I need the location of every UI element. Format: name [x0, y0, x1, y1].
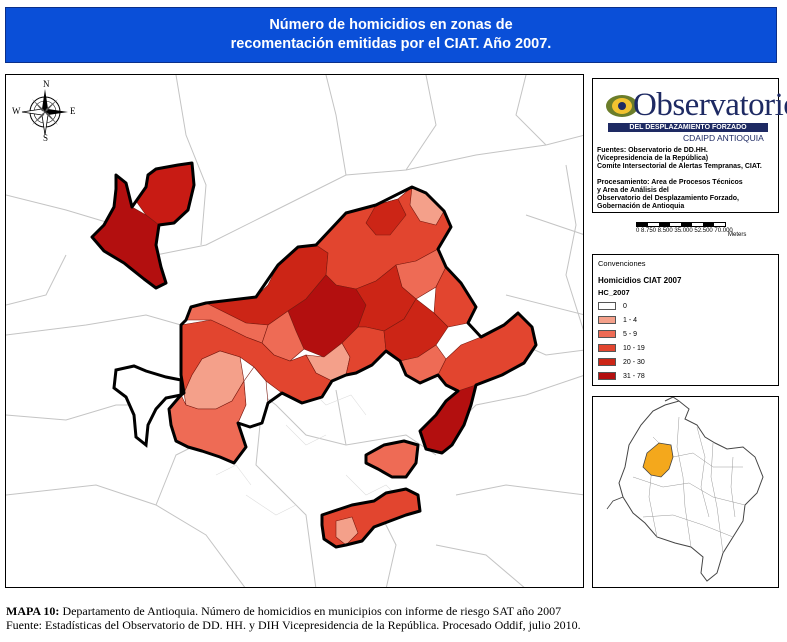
legend-label: 31 - 78 [623, 372, 645, 380]
source-panel: Observatorio DEL DESPLAZAMIENTO FORZADO … [592, 78, 787, 213]
inset-map-svg [606, 397, 764, 582]
compass-icon [21, 89, 68, 136]
colombia-inset-map [592, 396, 779, 588]
legend-item: 10 - 19 [598, 343, 645, 353]
source-line-6: Observatorio del Desplazamiento Forzado, [597, 195, 739, 202]
legend-item: 1 - 4 [598, 315, 637, 325]
legend-swatch [598, 302, 616, 310]
observatorio-logo: Observatorio [633, 87, 787, 123]
source-line-7: Gobernación de Antioquia [597, 203, 685, 210]
legend-swatch [598, 330, 616, 338]
compass-rose: N S E W [12, 79, 76, 143]
legend-item: 5 - 9 [598, 329, 637, 339]
map-caption: MAPA 10: Departamento de Antioquia. Núme… [6, 604, 581, 632]
source-line-5: y Area de Análisis del [597, 187, 669, 194]
legend-swatch [598, 344, 616, 352]
source-line-2: (Vicepresidencia de la República) [597, 155, 709, 162]
scale-unit: Meters [728, 232, 747, 238]
logo-sub: CDAIPD ANTIOQUIA [683, 133, 764, 143]
caption-line-1: Departamento de Antioquia. Número de hom… [59, 604, 562, 618]
legend-title: Homicidios CIAT 2007 [598, 276, 682, 285]
legend-swatch [598, 372, 616, 380]
legend-heading: Convenciones [598, 259, 646, 268]
legend-label: 0 [623, 302, 627, 310]
legend-item: 20 - 30 [598, 357, 645, 367]
caption-label: MAPA 10: [6, 604, 60, 618]
compass-n: N [43, 79, 50, 89]
scale-bar [636, 222, 726, 227]
risk-zone-outlines [90, 161, 538, 549]
caption-line-2: Fuente: Estadísticas del Observatorio de… [6, 618, 581, 632]
municipality-map[interactable] [6, 75, 584, 588]
legend-label: 1 - 4 [623, 316, 638, 324]
legend-swatch [598, 358, 616, 366]
compass-e: E [70, 106, 76, 116]
compass-w: W [12, 106, 21, 116]
legend-label: 5 - 9 [623, 330, 638, 338]
title-band: Número de homicidios en zonas de recomen… [5, 7, 777, 63]
source-line-3: Comite Intersectorial de Alertas Tempran… [597, 163, 762, 170]
compass-s: S [43, 133, 49, 143]
eye-logo-icon [606, 95, 638, 117]
scale-ticks: 0 8.750 8.500 35.000 52.500 70.000 [636, 228, 733, 234]
legend-item: 0 [598, 301, 627, 311]
municipal-boundaries [6, 75, 583, 587]
legend-label: 20 - 30 [623, 358, 645, 366]
main-map[interactable]: N S E W [5, 74, 584, 588]
map-title-line-2: recomentación emitidas por el CIAT. Año … [230, 36, 552, 52]
outlined-municipalities [112, 364, 183, 448]
legend: Convenciones Homicidios CIAT 2007 HC_200… [592, 254, 779, 386]
map-title-line-1: Número de homicidios en zonas de [269, 17, 513, 33]
logo-strip: DEL DESPLAZAMIENTO FORZADO [608, 123, 768, 132]
antioquia-highlight [642, 442, 674, 478]
legend-label: 10 - 19 [623, 344, 645, 352]
risk-municipalities[interactable] [91, 162, 537, 548]
legend-field: HC_2007 [598, 288, 630, 297]
legend-swatch [598, 316, 616, 324]
source-line-4: Procesamiento: Area de Procesos Técnicos [597, 179, 743, 186]
legend-item: 31 - 78 [598, 371, 645, 381]
source-line-1: Fuentes: Observatorio de DD.HH. [597, 147, 708, 154]
